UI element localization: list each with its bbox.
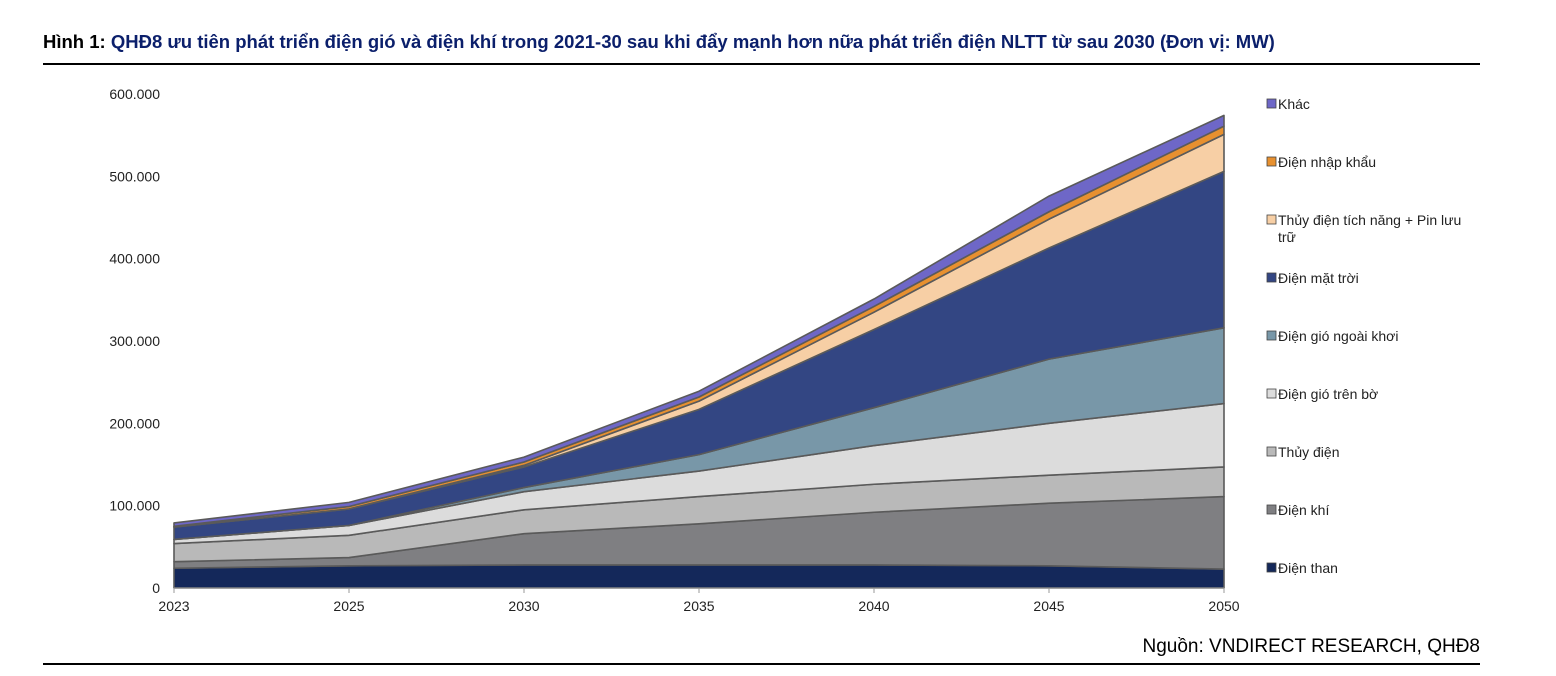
x-tick-label: 2030 (508, 598, 539, 614)
legend-label-thuy-dien-tich-nang-pin-luu-tru: Thủy điện tích năng + Pin lưu trữ (1278, 212, 1461, 245)
bottom-rule (43, 663, 1480, 665)
y-tick-label: 0 (152, 580, 160, 596)
source-note: Nguồn: VNDIRECT RESEARCH, QHĐ8 (1142, 636, 1480, 657)
legend-label-dien-than: Điện than (1278, 560, 1338, 576)
x-tick-label: 2050 (1208, 598, 1239, 614)
legend-swatch-dien-mat-troi (1266, 272, 1277, 283)
y-tick-label: 600.000 (109, 86, 160, 102)
y-tick-label: 300.000 (109, 333, 160, 349)
chart-axes: 0 100.000 200.000 300.000 400.000 500.000 600.… (109, 86, 1239, 614)
x-tick-label: 2025 (333, 598, 364, 614)
x-tick-label: 2023 (158, 598, 189, 614)
x-tick-label: 2040 (858, 598, 889, 614)
legend-label-khac: Khác (1278, 96, 1310, 112)
area-dien-than (173, 564, 1225, 589)
y-tick-label: 500.000 (109, 168, 160, 184)
legend-label-dien-gio-tren-bo: Điện gió trên bờ (1278, 386, 1378, 402)
y-tick-label: 400.000 (109, 251, 160, 267)
legend-swatch-dien-nhap-khau (1266, 156, 1277, 167)
legend-swatch-dien-than (1266, 562, 1277, 573)
legend-swatch-dien-khi (1266, 504, 1277, 515)
legend-label-dien-nhap-khau: Điện nhập khẩu (1278, 154, 1376, 170)
y-tick-label: 100.000 (109, 498, 160, 514)
legend-swatch-thuy-dien-tich-nang-pin-luu-tru (1266, 214, 1277, 225)
legend-label-thuy-dien: Thủy điện (1278, 444, 1339, 460)
y-tick-label: 200.000 (109, 415, 160, 431)
legend-swatch-thuy-dien (1266, 446, 1277, 457)
figure-title: Hình 1: QHĐ8 ưu tiên phát triển điện gió… (43, 31, 1483, 53)
legend-swatch-khac (1266, 98, 1277, 109)
area-khac (173, 114, 1225, 528)
figure-title-text: QHĐ8 ưu tiên phát triển điện gió và điện… (110, 31, 1275, 52)
x-tick-label: 2035 (683, 598, 714, 614)
legend-label-dien-mat-troi: Điện mặt trời (1278, 270, 1359, 286)
legend-swatch-dien-gio-tren-bo (1266, 388, 1277, 399)
legend-swatch-dien-gio-ngoai-khoi (1266, 330, 1277, 341)
chart-areas (173, 114, 1225, 589)
legend-label-dien-gio-ngoai-khoi: Điện gió ngoài khơi (1278, 328, 1398, 344)
x-tick-label: 2045 (1033, 598, 1064, 614)
chart-legend: Khác Điện nhập khẩu Thủy điện tích năng + … (1266, 96, 1461, 576)
figure-label: Hình 1: (43, 31, 106, 52)
legend-label-dien-khi: Điện khí (1278, 502, 1329, 518)
top-rule (43, 63, 1480, 65)
